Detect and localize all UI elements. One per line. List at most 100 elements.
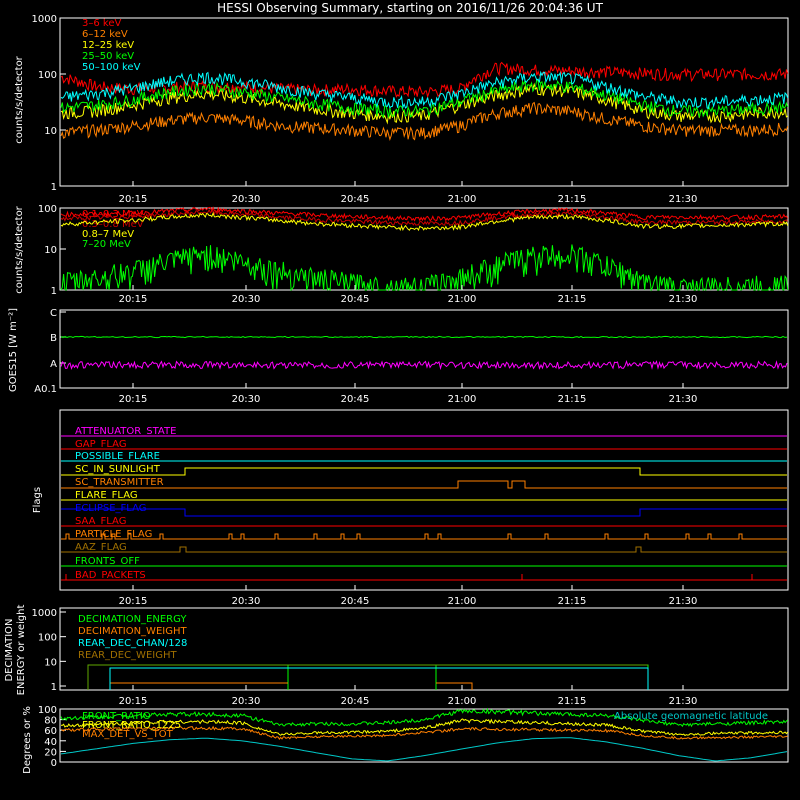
goes-xtick-label: 20:45 [341,394,370,405]
flags-xtick-label: 21:30 [669,596,698,607]
hxr-ytick-label: 100 [38,70,57,81]
flag-label: BAD_PACKETS [75,570,146,581]
goes-xtick-label: 21:00 [448,394,477,405]
goes-xtick-label: 21:30 [669,394,698,405]
gamma-xtick-label: 21:30 [669,294,698,305]
decimation-ylabel-1: DECIMATION [4,618,15,681]
flag-line [61,574,787,581]
gamma-ytick-label: 1 [51,286,57,297]
flags-xtick-label: 20:45 [341,596,370,607]
goes-long-line [60,335,788,339]
flag-line [61,546,787,553]
flag-label: ECLIPSE_FLAG [75,503,146,514]
flags-xtick-label: 21:15 [558,596,587,607]
ratios-legend-entry: FRONT_RATIO [82,711,151,722]
hxr-xtick-label: 20:45 [341,194,370,205]
chart-title: HESSI Observing Summary, starting on 201… [217,1,603,15]
gamma-xtick-label: 20:15 [119,294,148,305]
gamma-legend-entry: 0.8–7 MeV [82,229,134,240]
ratios-legend-entry: Absolute geomagnetic latitude [614,711,768,722]
goes-ytick-label: B [50,333,57,344]
goes-xtick-label: 20:15 [119,394,148,405]
hxr-legend-entry: 6–12 keV [82,29,128,40]
flag-label: SAA_FLAG [75,516,126,527]
flag-label: PARTICLE_FLAG [75,529,152,540]
goes-ylabel: GOES15 [W m⁻²] [8,308,19,392]
decimation-weight-line [109,682,473,690]
decimation-xtick-label: 20:45 [341,696,370,707]
gamma-legend-entry: 7–20 MeV [82,239,131,250]
decimation-xtick-label: 20:15 [119,696,148,707]
flag-label: ATTENUATOR_STATE [75,426,176,437]
ratios-series-line [60,737,788,762]
decimation-xtick-label: 21:15 [558,696,587,707]
goes-plot-frame [59,309,789,389]
gamma-xtick-label: 20:30 [232,294,261,305]
decimation-plot-frame [59,607,789,691]
hxr-ylabel: counts/s/detector [14,55,25,143]
gamma-series-line [60,206,789,222]
ratios-ytick-label: 20 [44,747,57,758]
goes-short-line [60,359,788,371]
hxr-series-line [60,82,788,125]
decimation-energy-line [87,664,649,690]
gamma-series-line [60,211,789,232]
flag-label: SC_IN_SUNLIGHT [75,464,161,475]
gamma-xtick-label: 21:15 [558,294,587,305]
gamma-ylabel: counts/s/detector [14,205,25,293]
flag-line [61,533,787,540]
hxr-series-line [60,78,789,119]
ratios-legend-entry: FRONT_RATIO_1225 [82,720,181,731]
ratios-ytick-label: 0 [51,758,57,769]
flag-label: FRONTS_OFF [75,556,140,567]
hxr-xtick-label: 20:30 [232,194,261,205]
decimation-legend-entry: DECIMATION_ENERGY [78,614,187,625]
hxr-ytick-label: 1000 [32,14,57,25]
gamma-xtick-label: 21:00 [448,294,477,305]
ratios-ytick-label: 40 [44,737,57,748]
flag-label: POSSIBLE_FLARE [75,451,160,462]
hxr-series-line [60,61,789,99]
flag-line [61,508,787,517]
hxr-legend-entry: 12–25 keV [82,40,134,51]
decimation-xtick-label: 21:30 [669,696,698,707]
ratios-ytick-label: 80 [44,716,57,727]
gamma-plot-frame [59,207,789,291]
ratios-legend-entry: MAX_DET_VS_TOT [82,729,174,740]
hxr-series-line [60,101,789,141]
gamma-legend-entry: 0.1–0.3 MeV [82,209,144,220]
ratios-series-line [60,725,788,740]
gamma-ytick-label: 10 [44,245,57,256]
ratios-ylabel: Degrees or % [22,706,33,774]
gamma-series-line [60,244,789,292]
decimation-ytick-label: 10 [44,657,57,668]
ratios-ytick-label: 60 [44,726,57,737]
flags-xtick-label: 21:00 [448,596,477,607]
flags-xtick-label: 20:30 [232,596,261,607]
ratios-series-line [60,718,789,737]
flags-xtick-label: 20:15 [119,596,148,607]
decimation-ytick-label: 100 [38,633,57,644]
hxr-xtick-label: 21:30 [669,194,698,205]
gamma-ytick-label: 100 [38,204,57,215]
hxr-xtick-label: 21:15 [558,194,587,205]
gamma-xtick-label: 20:45 [341,294,370,305]
ratios-ytick-label: 100 [38,705,57,716]
hxr-legend-entry: 3–6 keV [82,18,121,29]
hxr-series-line [60,70,789,110]
decimation-xtick-label: 20:30 [232,696,261,707]
goes-xtick-label: 21:15 [558,394,587,405]
decimation-legend-entry: DECIMATION_WEIGHT [78,626,187,637]
flags-plot-frame [59,409,789,591]
goes-ytick-label: C [50,308,57,319]
decimation-ylabel-2: ENERGY or weight [16,605,27,696]
decimation-legend-entry: REAR_DEC_WEIGHT [78,650,177,661]
goes-ytick-label: A [50,359,57,370]
flags-ylabel: Flags [32,487,43,513]
decimation-ytick-label: 1 [51,682,57,693]
flag-line [61,480,787,489]
hxr-xtick-label: 21:00 [448,194,477,205]
hxr-legend-entry: 50–100 keV [82,62,141,73]
rear-dec-weight-line [87,664,648,690]
